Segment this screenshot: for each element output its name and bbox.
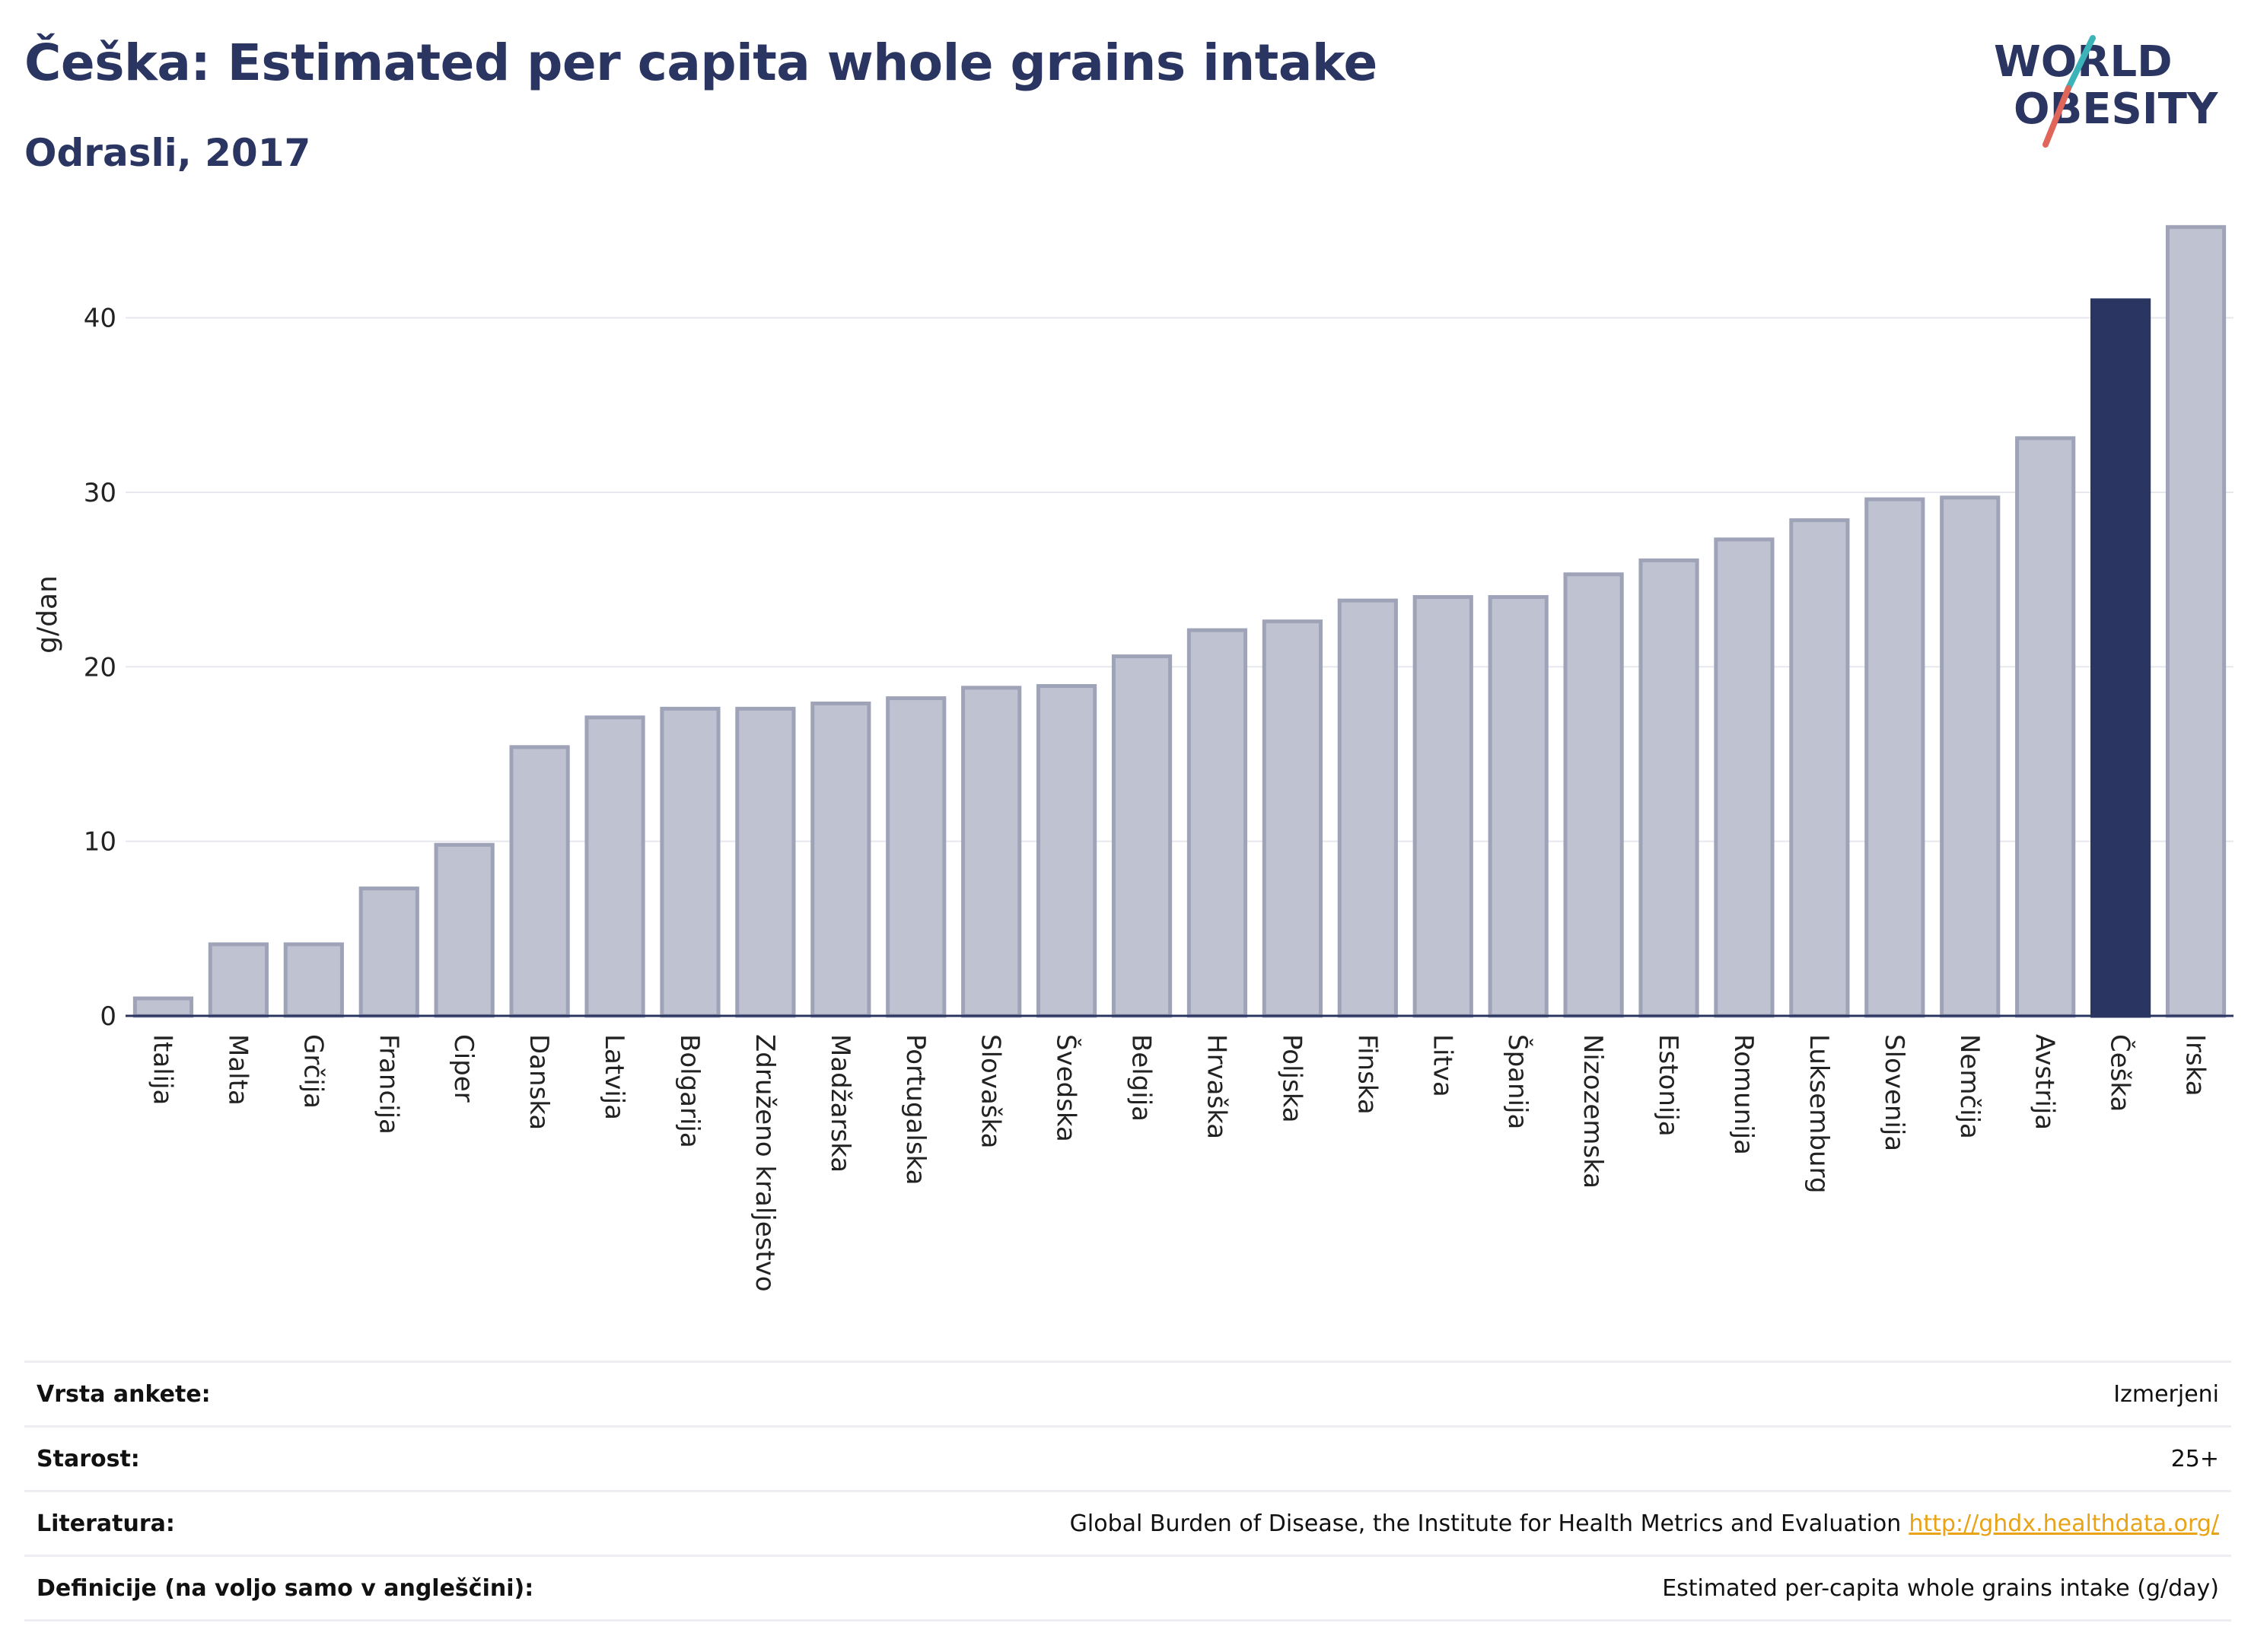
bar-združeno-kraljestvo bbox=[735, 706, 796, 1018]
x-tick-label: Češka bbox=[2105, 1034, 2136, 1112]
x-tick-label: Madžarska bbox=[825, 1034, 855, 1173]
x-tick-label: Romunija bbox=[1728, 1034, 1759, 1155]
bar-slovaška bbox=[961, 686, 1022, 1018]
bar-latvija bbox=[584, 715, 645, 1018]
logo-slash-red bbox=[2042, 85, 2071, 148]
bar-švedska bbox=[1036, 684, 1097, 1018]
bar-luksemburg bbox=[1789, 518, 1850, 1018]
y-tick-label: 40 bbox=[84, 304, 116, 334]
x-tick-label: Luksemburg bbox=[1804, 1034, 1834, 1193]
x-tick-label: Danska bbox=[524, 1034, 554, 1130]
logo-line-2: OBESITY bbox=[2014, 84, 2219, 134]
x-tick-label: Združeno kraljestvo bbox=[750, 1034, 780, 1292]
x-tick-label: Poljska bbox=[1276, 1034, 1307, 1123]
y-tick-label: 20 bbox=[84, 652, 116, 683]
bar-hrvaška bbox=[1186, 628, 1248, 1018]
info-label: Literatura: bbox=[37, 1510, 175, 1537]
x-tick-label: Latvija bbox=[599, 1034, 629, 1120]
info-row-literature: Literatura: Global Burden of Disease, th… bbox=[24, 1490, 2231, 1555]
bar-estonija bbox=[1638, 558, 1699, 1018]
bar-italija bbox=[132, 996, 194, 1018]
logo-slash-teal bbox=[2065, 35, 2096, 91]
y-tick-label: 10 bbox=[84, 827, 116, 858]
info-label: Starost: bbox=[37, 1445, 140, 1472]
x-tick-label: Litva bbox=[1427, 1034, 1457, 1097]
x-tick-label: Belgija bbox=[1126, 1034, 1157, 1122]
x-tick-label: Malta bbox=[222, 1034, 253, 1106]
x-tick-label: Španija bbox=[1502, 1034, 1533, 1129]
info-row-age: Starost: 25+ bbox=[24, 1425, 2231, 1490]
bar-češka bbox=[2090, 298, 2151, 1018]
bar-španija bbox=[1488, 595, 1549, 1018]
y-tick-label: 0 bbox=[100, 1001, 116, 1032]
x-tick-label: Švedska bbox=[1051, 1034, 1082, 1142]
bar-ciper bbox=[434, 842, 495, 1018]
page-subtitle: Odrasli, 2017 bbox=[24, 131, 311, 175]
bar-romunija bbox=[1714, 537, 1775, 1018]
x-tick-label: Grčija bbox=[298, 1034, 328, 1109]
x-tick-label: Avstrija bbox=[2030, 1034, 2060, 1130]
x-tick-label: Nizozemska bbox=[1578, 1034, 1608, 1189]
bars bbox=[132, 224, 2227, 1018]
info-label: Definicije (na voljo samo v angleščini): bbox=[37, 1574, 534, 1602]
bar-irska bbox=[2165, 224, 2227, 1018]
x-tick-label: Slovaška bbox=[976, 1034, 1006, 1148]
x-tick-label: Slovenija bbox=[1879, 1034, 1909, 1151]
info-value: 25+ bbox=[2170, 1445, 2219, 1472]
bar-nemčija bbox=[1940, 495, 2001, 1018]
info-value: Izmerjeni bbox=[2113, 1380, 2219, 1408]
info-label: Vrsta ankete: bbox=[37, 1380, 211, 1408]
bar-avstrija bbox=[2015, 436, 2076, 1018]
info-value: Estimated per-capita whole grains intake… bbox=[1662, 1574, 2219, 1602]
x-tick-label: Finska bbox=[1352, 1034, 1382, 1115]
world-obesity-logo: WORLD OBESITY bbox=[1994, 35, 2219, 148]
x-tick-label: Irska bbox=[2180, 1034, 2211, 1097]
info-row-survey-type: Vrsta ankete: Izmerjeni bbox=[24, 1361, 2231, 1425]
x-tick-label: Portugalska bbox=[900, 1034, 931, 1185]
y-axis-label: g/dan bbox=[32, 575, 63, 654]
x-tick-label: Italija bbox=[147, 1034, 177, 1105]
bar-madžarska bbox=[810, 701, 871, 1018]
info-row-definition: Definicije (na voljo samo v angleščini):… bbox=[24, 1555, 2231, 1622]
info-table: Vrsta ankete: Izmerjeni Starost: 25+ Lit… bbox=[24, 1361, 2231, 1622]
bar-chart: 0 10 20 30 40 Italija Malta Grčija Francija Cipe… bbox=[32, 224, 2233, 1292]
y-tick-labels: 0 10 20 30 40 bbox=[84, 304, 116, 1032]
x-tick-label: Estonija bbox=[1653, 1034, 1683, 1137]
page-title: Češka: Estimated per capita whole grains… bbox=[24, 33, 1377, 92]
x-tick-label: Nemčija bbox=[1954, 1034, 1985, 1139]
x-tick-label: Ciper bbox=[448, 1034, 479, 1103]
bar-nizozemska bbox=[1563, 572, 1624, 1018]
bar-malta bbox=[208, 942, 269, 1018]
info-value: Global Burden of Disease, the Institute … bbox=[1070, 1510, 2219, 1537]
bar-finska bbox=[1337, 598, 1398, 1018]
bar-belgija bbox=[1111, 654, 1173, 1018]
x-tick-label: Bolgarija bbox=[674, 1034, 705, 1148]
x-tick-label: Hrvaška bbox=[1201, 1034, 1231, 1139]
bar-danska bbox=[509, 745, 570, 1018]
bar-grčija bbox=[283, 942, 344, 1018]
bar-litva bbox=[1412, 595, 1473, 1018]
bar-francija bbox=[358, 886, 419, 1018]
y-tick-label: 30 bbox=[84, 478, 116, 508]
info-source-text: Global Burden of Disease, the Institute … bbox=[1069, 1510, 1902, 1537]
bar-bolgarija bbox=[660, 706, 721, 1018]
x-tick-label: Francija bbox=[373, 1034, 403, 1135]
x-tick-labels: Italija Malta Grčija Francija Ciper Danska Lat… bbox=[147, 1034, 2210, 1292]
bar-poljska bbox=[1262, 619, 1323, 1018]
bar-portugalska bbox=[886, 696, 947, 1018]
bar-slovenija bbox=[1864, 497, 1925, 1018]
source-link[interactable]: http://ghdx.healthdata.org/ bbox=[1909, 1510, 2219, 1537]
